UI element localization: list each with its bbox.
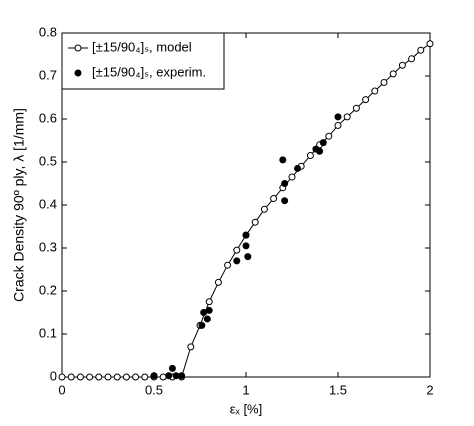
marker [417,46,425,54]
marker [389,70,397,78]
marker [86,373,94,381]
y-tick-label: 0.2 [39,282,57,297]
marker [242,242,250,250]
marker [362,96,370,104]
marker [200,309,208,316]
x-tick-label: 0 [58,382,65,397]
y-tick-label: 0 [50,368,57,383]
marker [67,373,75,381]
marker [178,372,186,380]
y-tick-label: 0.4 [39,196,57,211]
marker [205,298,213,306]
x-tick-label: 1 [242,382,249,397]
marker [141,373,149,381]
marker [380,78,388,86]
marker [306,152,314,160]
plot-frame [61,32,431,378]
marker [168,364,176,372]
marker [334,121,342,129]
marker [76,373,84,381]
marker [426,40,434,48]
y-tick-label: 0.8 [39,24,57,39]
legend-label: [±15/90₄]ₛ, experim. [92,64,206,79]
marker [260,205,268,213]
x-tick-label: 1.5 [329,382,347,397]
marker [352,104,360,112]
marker [132,373,140,381]
marker [294,164,302,172]
marker [122,373,130,381]
marker [408,55,416,63]
marker [165,372,173,380]
legend-marker [74,69,82,77]
marker [244,253,252,261]
marker [113,373,121,381]
y-tick-label: 0.5 [39,153,57,168]
legend-box [61,32,225,90]
marker [319,139,327,147]
x-axis-label: εₓ [%] [230,401,262,416]
marker [343,113,351,121]
marker [233,246,241,254]
marker [214,278,222,286]
marker [281,180,289,187]
marker [58,373,66,381]
marker [104,373,112,381]
marker [233,257,241,265]
marker [187,343,195,351]
legend-marker [74,44,82,52]
marker [398,61,406,69]
y-tick-label: 0.1 [39,325,57,340]
marker [198,321,206,329]
marker [159,373,167,381]
marker [150,372,158,380]
marker [325,132,333,140]
x-tick-label: 2 [426,382,433,397]
marker [172,372,180,380]
marker [334,113,342,121]
x-tick-label: 0.5 [145,382,163,397]
marker [281,197,289,205]
marker [279,156,287,164]
marker [371,87,379,95]
marker [270,195,278,203]
y-tick-label: 0.7 [39,67,57,82]
marker [242,231,250,239]
marker [95,373,103,381]
marker [288,173,296,181]
y-axis-label: Crack Density 90º ply, λ [1/mm] [11,108,27,302]
marker [316,147,324,155]
legend-label: [±15/90₄]ₛ, model [92,39,192,54]
marker [224,261,232,269]
marker [205,306,213,314]
y-tick-label: 0.6 [39,110,57,125]
y-tick-label: 0.3 [39,239,57,254]
marker [203,315,211,323]
marker [251,218,259,226]
